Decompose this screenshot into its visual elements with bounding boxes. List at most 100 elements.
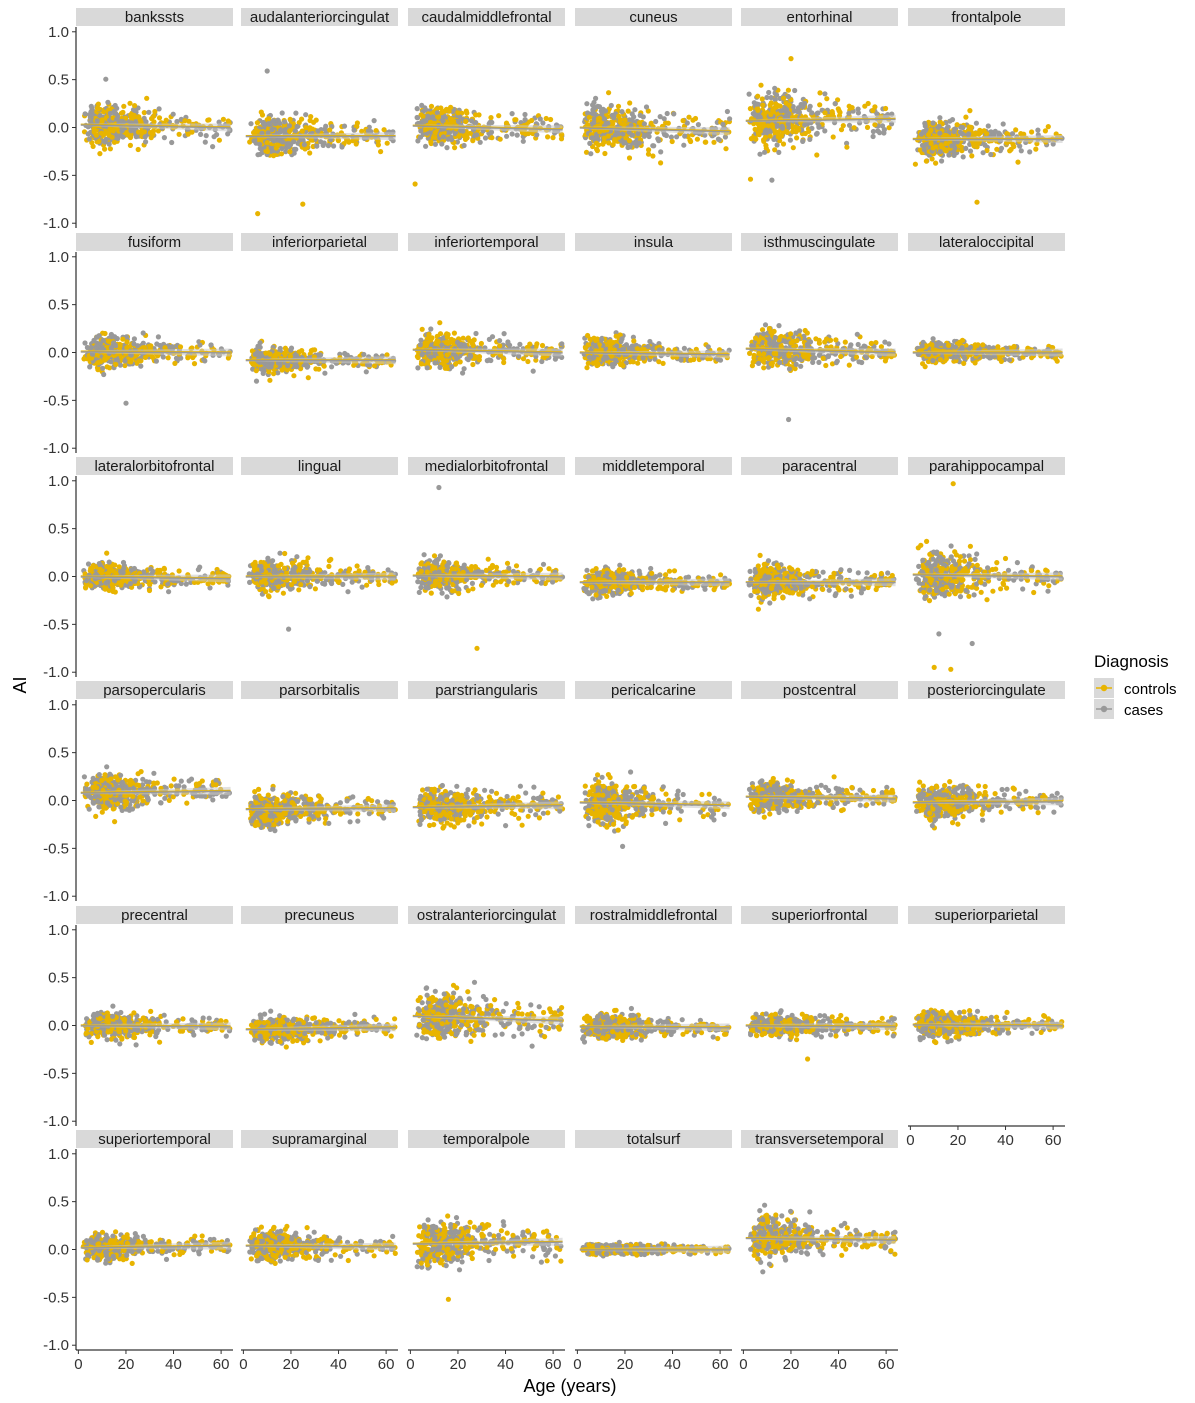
point-case: [988, 151, 994, 158]
point-case: [785, 94, 792, 100]
point-control: [327, 127, 333, 133]
point-control: [558, 136, 565, 142]
point-control: [118, 110, 125, 116]
y-tick-label: 0.5: [48, 297, 69, 314]
point-case: [161, 135, 167, 141]
point-control: [488, 115, 494, 121]
panel-insula: insula: [575, 233, 732, 371]
point-control: [844, 144, 850, 150]
point-control: [176, 131, 182, 137]
point-control: [378, 149, 384, 155]
point-case: [653, 118, 659, 125]
point-case: [445, 136, 451, 142]
point-case: [120, 134, 126, 140]
point-case: [816, 123, 822, 129]
point-case: [522, 117, 528, 123]
outlier-point: [300, 201, 306, 207]
point-control: [206, 117, 212, 123]
point-control: [748, 136, 755, 142]
point-control: [165, 355, 171, 361]
panel-entorhinal: entorhinal: [741, 8, 898, 183]
point-case: [980, 150, 986, 156]
point-case: [922, 123, 928, 129]
point-case: [833, 360, 840, 366]
outlier-point: [255, 211, 261, 217]
point-control: [353, 141, 359, 147]
point-control: [156, 115, 163, 121]
point-case: [661, 116, 667, 122]
point-case: [156, 106, 162, 112]
point-control: [777, 103, 783, 109]
point-control: [830, 134, 836, 140]
point-control: [136, 358, 142, 364]
point-case: [320, 142, 326, 148]
point-case: [268, 145, 274, 152]
point-control: [478, 340, 484, 347]
point-control: [127, 142, 133, 148]
point-case: [939, 158, 945, 164]
point-control: [785, 87, 792, 93]
point-control: [463, 108, 469, 114]
point-control: [817, 102, 823, 108]
point-case: [664, 110, 670, 117]
point-control: [438, 353, 444, 359]
point-case: [497, 338, 503, 344]
point-control: [296, 120, 302, 126]
point-control: [994, 146, 1000, 152]
point-case: [128, 128, 134, 134]
point-control: [584, 365, 590, 371]
point-control: [622, 117, 628, 123]
point-control: [104, 130, 111, 136]
point-case: [870, 128, 877, 135]
point-case: [608, 102, 614, 109]
point-case: [282, 119, 288, 125]
point-case: [265, 363, 271, 369]
point-case: [140, 330, 146, 336]
point-control: [253, 368, 259, 374]
point-case: [658, 149, 664, 155]
point-control: [152, 108, 158, 115]
point-control: [775, 134, 782, 140]
point-control: [752, 126, 758, 132]
point-case: [946, 152, 952, 158]
points-caudalmiddlefrontal: [412, 102, 565, 187]
point-control: [308, 137, 314, 143]
point-case: [1035, 127, 1041, 133]
point-case: [584, 101, 590, 107]
point-case: [619, 336, 625, 342]
point-control: [308, 348, 314, 354]
outlier-point: [123, 400, 129, 406]
point-control: [883, 105, 889, 112]
point-control: [321, 363, 327, 369]
point-case: [807, 103, 813, 109]
point-control: [414, 353, 420, 360]
point-control: [656, 359, 662, 365]
point-case: [255, 343, 261, 349]
points-fusiform: [81, 330, 233, 406]
point-control: [135, 129, 142, 135]
point-case: [937, 130, 943, 136]
point-control: [593, 140, 600, 146]
point-case: [117, 362, 123, 368]
point-case: [419, 352, 425, 358]
point-control: [141, 129, 147, 135]
point-case: [420, 118, 426, 124]
point-case: [1018, 148, 1024, 154]
point-control: [102, 355, 108, 362]
point-control: [428, 119, 434, 125]
point-case: [423, 143, 429, 149]
point-case: [514, 132, 520, 138]
point-case: [424, 365, 430, 371]
strip-label-inferiortemporal: inferiortemporal: [434, 234, 538, 251]
point-control: [635, 360, 641, 366]
point-control: [984, 131, 990, 137]
point-control: [287, 128, 293, 134]
point-control: [346, 139, 352, 145]
point-control: [258, 109, 264, 115]
point-control: [448, 104, 454, 110]
point-case: [966, 131, 972, 137]
point-control: [1015, 159, 1021, 165]
point-case: [776, 149, 782, 155]
point-control: [781, 95, 787, 101]
